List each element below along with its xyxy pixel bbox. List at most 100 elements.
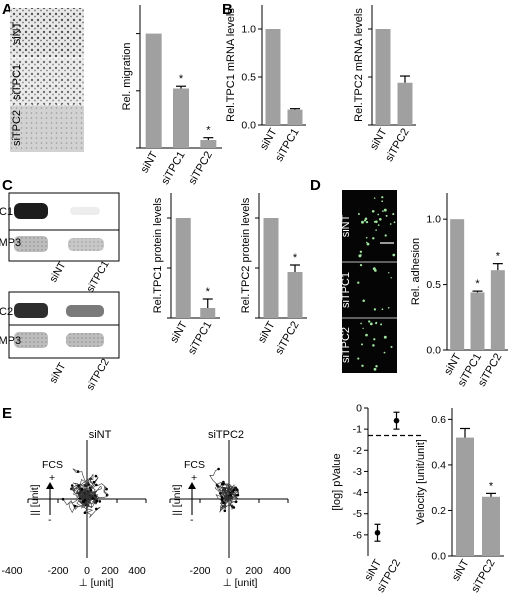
x-tick-label: siTPC2 (469, 558, 497, 595)
chart-a-migration: Rel. migration siNT * siTPC1 * siTPC2 (121, 5, 222, 187)
fluorescent-cell (384, 234, 387, 237)
micrograph-label-sitpc1: siTPC1 (11, 64, 23, 100)
bar (450, 219, 465, 350)
cell-track (86, 495, 100, 505)
blot-lane-sint-top: siNT (47, 259, 68, 284)
blot-label-lamp3-bottom: LAMP3 (0, 335, 21, 347)
fluorescent-cell (374, 269, 377, 272)
fluorescent-cell (359, 263, 363, 267)
y-tick-label: 0.5 (426, 279, 441, 291)
y-axis-label: [log] pValue (331, 453, 343, 510)
track-endpoint (95, 507, 98, 511)
bar (175, 218, 191, 318)
y-tick-label: 0.4 (431, 459, 446, 471)
micrograph-label-sint: siNT (11, 21, 23, 44)
track-endpoint (70, 484, 74, 487)
y-tick-label: 0.5 (241, 72, 256, 84)
y-tick-label: 0.2 (431, 505, 446, 517)
x-tick: 200 (101, 565, 119, 577)
track-endpoint (232, 488, 236, 492)
x-tick: 0 (84, 565, 90, 577)
x-tick-label: siTPC2 (187, 150, 215, 187)
track-endpoint (222, 501, 225, 505)
y-tick-label: 0.0 (431, 551, 446, 563)
track-endpoint (220, 497, 224, 501)
x-tick-label: siNT (258, 126, 280, 152)
data-point (374, 529, 381, 536)
fluorescent-cell (361, 364, 364, 368)
migration-micrograph: siNT siTPC1 siTPC2 (10, 8, 84, 152)
x-tick: -200 (189, 565, 210, 577)
track-endpoint (223, 509, 227, 513)
significance-star: * (206, 125, 211, 137)
bar (482, 496, 500, 556)
bar (263, 218, 279, 318)
fluorescent-cell (373, 308, 377, 311)
y-tick-label: 0 (356, 403, 362, 415)
fluorescent-cell (381, 200, 384, 203)
fluorescent-cell (369, 322, 373, 326)
y-tick-label: -3 (353, 466, 362, 478)
track-endpoint (81, 500, 85, 503)
x-tick: -200 (47, 565, 68, 577)
fluorescent-cell (373, 367, 377, 371)
bar (470, 292, 485, 350)
fluorescent-cell (368, 320, 371, 323)
fluorescent-cell (373, 338, 376, 341)
fluorescent-cell (382, 210, 384, 212)
fluorescent-cell (373, 197, 376, 199)
fluorescent-cell (366, 242, 370, 246)
fluorescent-cell (362, 299, 365, 303)
western-blot-tpc1: TPC1 LAMP3 siNT siTPC1 (0, 192, 120, 295)
y-tick-label: -4 (353, 487, 362, 499)
fluorescent-cell (390, 345, 393, 348)
x-tick-label: siNT (139, 149, 161, 175)
significance-star: * (496, 251, 501, 263)
fluorescent-cell (357, 213, 360, 215)
fluorescent-cell (393, 221, 396, 224)
y-tick-label: 0.0 (241, 120, 256, 132)
fluorescent-cell (383, 351, 386, 354)
fluorescent-cell (372, 344, 375, 347)
track-endpoint (235, 488, 239, 491)
blot-lane-sitpc1: siTPC1 (84, 259, 112, 295)
track-endpoint (236, 493, 240, 497)
cell-track (224, 491, 236, 502)
track-endpoint (95, 499, 99, 503)
fluorescent-cell (365, 220, 369, 224)
track-endpoint (94, 474, 98, 478)
fluorescent-cell (360, 254, 362, 256)
fluorescent-cell (378, 217, 382, 221)
cell-track (78, 488, 89, 500)
cell-track (215, 481, 230, 500)
x-tick-label: siTPC1 (186, 320, 214, 357)
panel-label-e: E (2, 405, 12, 422)
adhesion-label-sitpc2: siTPC2 (340, 327, 352, 363)
blot-label-tpc2: TPC2 (0, 306, 13, 318)
fluorescent-cell (362, 327, 364, 330)
fluorescent-cell (375, 322, 378, 325)
fluorescent-cell (365, 333, 368, 337)
bar (173, 88, 189, 148)
adhesion-label-sitpc1: siTPC1 (340, 272, 352, 308)
track-title-sint: siNT (89, 429, 112, 441)
track-endpoint (98, 500, 102, 503)
fluorescent-cell (357, 281, 360, 284)
fluorescent-cell (383, 208, 387, 212)
x-tick-label: siTPC2 (273, 320, 301, 357)
significance-star: * (489, 480, 494, 492)
fluorescent-cell (375, 364, 378, 368)
fluorescent-cell (377, 224, 380, 226)
fluorescent-cell (380, 323, 383, 326)
track-endpoint (76, 470, 80, 473)
blot-lane-sint-bottom: siNT (47, 360, 68, 385)
fluorescent-cell (372, 237, 375, 240)
track-endpoint (61, 497, 65, 501)
fluorescent-cell (375, 229, 377, 231)
cell-track (209, 468, 230, 500)
bar (200, 139, 217, 148)
track-endpoint (232, 506, 236, 509)
fluorescent-cell (365, 236, 368, 239)
x-tick: 200 (245, 565, 263, 577)
significance-star: * (293, 252, 298, 264)
